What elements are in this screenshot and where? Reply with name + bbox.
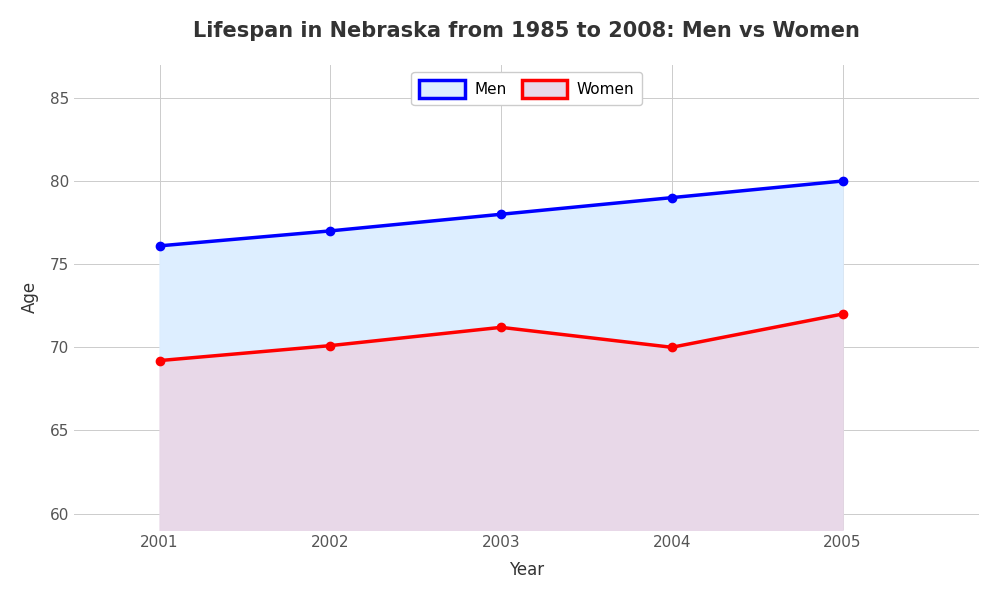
X-axis label: Year: Year	[509, 561, 544, 579]
Title: Lifespan in Nebraska from 1985 to 2008: Men vs Women: Lifespan in Nebraska from 1985 to 2008: …	[193, 21, 860, 41]
Legend: Men, Women: Men, Women	[411, 72, 642, 105]
Y-axis label: Age: Age	[21, 281, 39, 313]
